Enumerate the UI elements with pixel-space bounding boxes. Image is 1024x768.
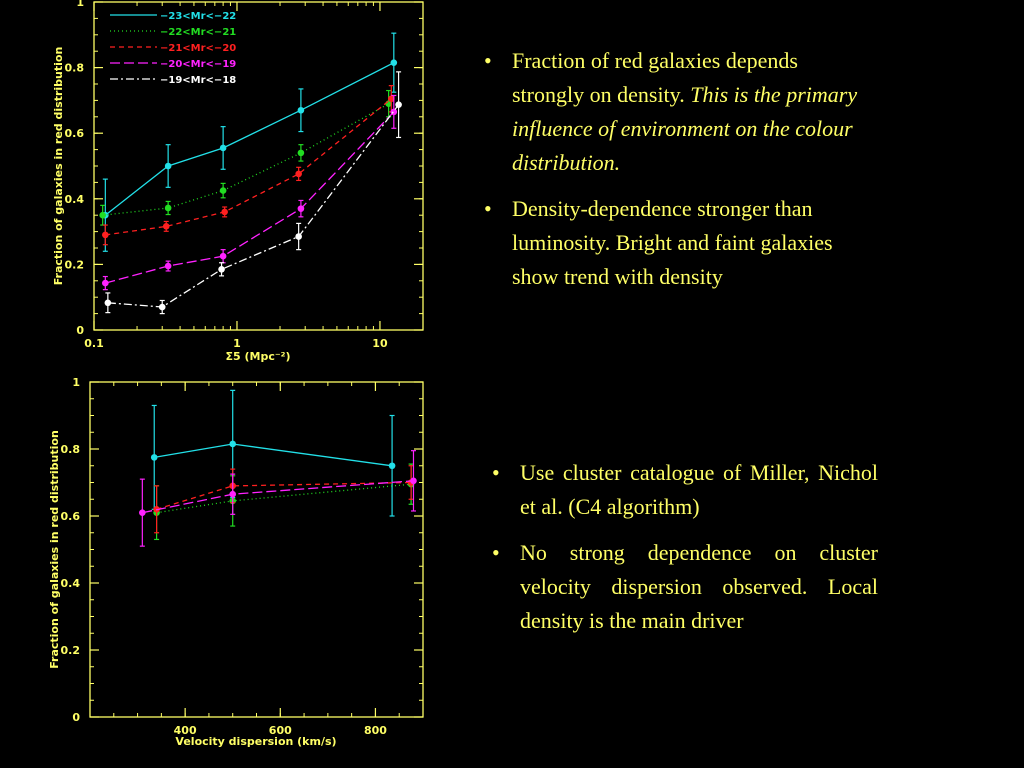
bullet-italic-text: This is the primary influence of environ…: [512, 82, 858, 175]
bullet-item: • Use cluster catalogue of Miller, Nicho…: [488, 456, 878, 524]
series-line: [156, 481, 412, 510]
data-point: [164, 262, 172, 270]
y-tick-label: 1: [72, 376, 80, 389]
series-line: [154, 443, 393, 467]
y-tick-label: 1: [76, 0, 84, 9]
data-point: [297, 106, 305, 114]
data-point: [229, 490, 237, 498]
series-line: [102, 103, 389, 216]
bullet-list-top: • Fraction of red galaxies depends stron…: [480, 44, 860, 306]
bullet-text: Fraction of red galaxies depends strongl…: [512, 48, 798, 107]
data-point: [219, 144, 227, 152]
data-point: [221, 208, 228, 216]
bullet-item: • Density-dependence stronger than lumin…: [480, 192, 860, 294]
y-axis-label: Fraction of galaxies in red distribution: [52, 47, 65, 286]
x-axis-label: Velocity dispersion (km/s): [175, 735, 336, 748]
y-tick-label: 0.8: [61, 443, 81, 456]
series-line: [156, 483, 412, 514]
data-point: [297, 205, 305, 212]
x-tick-label: 1: [233, 337, 241, 350]
y-tick-label: 0: [72, 711, 80, 724]
y-tick-label: 0.6: [65, 127, 85, 140]
data-point: [295, 233, 302, 240]
bullet-item: • Fraction of red galaxies depends stron…: [480, 44, 860, 180]
velocity-dispersion-chart: 0 0.2 0.4 0.6 0.8 1 400 600 800 Velocity dispersi…: [48, 376, 424, 748]
y-tick-label: 0: [76, 324, 84, 337]
series-line: [105, 98, 392, 236]
y-tick-label: 0.2: [65, 258, 85, 271]
series-line: [104, 62, 395, 216]
series-line: [142, 480, 414, 514]
data-point: [388, 462, 396, 470]
data-point: [99, 211, 106, 219]
data-point: [164, 162, 172, 170]
bullet-list-bottom: • Use cluster catalogue of Miller, Nicho…: [488, 456, 878, 650]
x-tick-label: 0.1: [84, 337, 104, 350]
bullet-text: Use cluster catalogue of Miller, Nichol …: [520, 460, 878, 519]
x-tick-label: 600: [269, 724, 292, 737]
data-point: [218, 266, 225, 273]
data-point: [162, 223, 170, 230]
bullet-item: • No strong dependence on cluster veloci…: [488, 536, 878, 638]
bullet-dot: •: [492, 460, 500, 485]
y-tick-label: 0.4: [65, 193, 85, 206]
data-point: [387, 95, 395, 103]
y-axis-label: Fraction of galaxies in red distribution: [48, 430, 61, 669]
data-point: [390, 108, 398, 116]
data-point: [295, 170, 302, 178]
bullet-dot: •: [484, 48, 492, 73]
data-point: [390, 59, 398, 66]
legend-label: −21<Mr<−20: [160, 43, 236, 54]
plot-frame: [89, 381, 424, 718]
x-tick-label: 800: [364, 724, 387, 737]
x-tick-label: 10: [372, 337, 388, 350]
density-chart: 0 0.2 0.4 0.6 0.8 1 0.1 1 10 Σ5 (Mpc⁻²) Fraction o…: [52, 0, 424, 363]
bullet-dot: •: [492, 540, 500, 565]
data-point: [219, 252, 227, 260]
y-tick-label: 0.4: [61, 577, 81, 590]
data-point: [102, 231, 109, 239]
data-point: [164, 204, 172, 212]
x-axis-label: Σ5 (Mpc⁻²): [225, 350, 290, 363]
data-point: [219, 187, 227, 194]
legend-label: −23<Mr<−22: [160, 11, 236, 22]
y-tick-label: 0.6: [61, 510, 81, 523]
data-point: [395, 101, 402, 108]
bullet-text: Density-dependence stronger than luminos…: [512, 196, 833, 289]
legend-label: −19<Mr<−18: [160, 75, 236, 86]
y-tick-label: 0.8: [65, 62, 85, 75]
data-point: [139, 509, 146, 516]
bullet-dot: •: [484, 196, 492, 221]
legend-label: −20<Mr<−19: [160, 59, 236, 70]
data-point: [410, 477, 417, 485]
data-point: [158, 303, 166, 311]
legend-label: −22<Mr<−21: [160, 27, 236, 38]
data-point: [102, 279, 109, 287]
data-point: [104, 299, 112, 307]
plot-frame: [93, 1, 424, 331]
data-point: [297, 149, 305, 157]
data-point: [150, 454, 158, 461]
y-tick-label: 0.2: [61, 644, 81, 657]
data-point: [229, 440, 237, 448]
bullet-text: No strong dependence on cluster velocity…: [520, 540, 878, 633]
series-line: [107, 104, 400, 308]
x-tick-label: 400: [174, 724, 197, 737]
